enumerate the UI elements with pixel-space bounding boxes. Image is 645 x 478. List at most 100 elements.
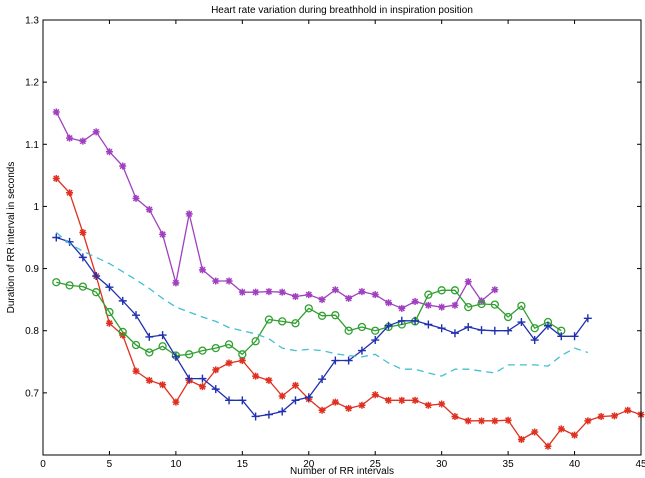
data-point — [503, 312, 513, 322]
x-tick-label: 40 — [569, 459, 581, 470]
data-point — [238, 396, 247, 405]
data-point — [238, 350, 247, 359]
data-point — [252, 372, 260, 380]
data-point — [478, 417, 486, 425]
x-tick-label: 20 — [303, 459, 315, 470]
series-line — [55, 111, 496, 309]
data-point — [92, 288, 101, 297]
x-tick-label: 15 — [237, 459, 249, 470]
series-5 — [55, 232, 589, 377]
data-point — [118, 296, 127, 305]
data-point — [105, 283, 114, 292]
data-point — [557, 332, 566, 341]
data-point — [371, 336, 380, 345]
data-point — [464, 322, 473, 331]
data-point — [490, 300, 499, 309]
data-point — [132, 367, 140, 375]
series-3 — [52, 278, 566, 360]
data-point — [424, 290, 433, 299]
data-point — [345, 294, 353, 302]
x-tick-label: 45 — [635, 459, 645, 470]
data-point — [278, 317, 287, 326]
data-point — [318, 296, 326, 304]
data-point — [225, 396, 234, 405]
data-point — [225, 359, 233, 367]
data-point — [118, 327, 127, 337]
data-point — [198, 383, 206, 391]
data-point — [78, 282, 88, 291]
data-point — [437, 324, 446, 333]
data-point — [504, 326, 513, 335]
data-point — [92, 128, 100, 136]
data-point — [132, 311, 141, 320]
data-point — [450, 329, 459, 338]
data-point — [331, 286, 339, 294]
data-point — [451, 412, 459, 420]
data-point — [411, 316, 420, 325]
data-point — [544, 442, 552, 450]
data-point — [172, 398, 180, 406]
data-point — [132, 194, 140, 202]
data-point — [171, 352, 180, 361]
data-point — [318, 406, 326, 414]
data-point — [517, 435, 525, 443]
data-point — [318, 375, 327, 384]
series-line — [55, 232, 589, 377]
data-point — [583, 314, 592, 323]
data-point — [105, 319, 113, 327]
data-point — [357, 322, 367, 332]
data-point — [238, 357, 246, 365]
data-point — [438, 303, 446, 311]
x-tick-label: 5 — [107, 459, 113, 470]
data-point — [438, 400, 446, 408]
data-point — [119, 162, 127, 170]
y-tick-label: 0.8 — [25, 326, 39, 337]
x-tick-label: 10 — [170, 459, 182, 470]
data-point — [198, 266, 206, 274]
data-point — [464, 417, 472, 425]
data-point — [172, 279, 180, 287]
data-point — [185, 350, 194, 359]
series-layer — [52, 108, 645, 450]
data-point — [530, 324, 539, 333]
data-point — [344, 326, 353, 335]
series-line — [56, 281, 562, 357]
data-point — [344, 356, 353, 365]
data-point — [105, 307, 114, 317]
data-point — [531, 428, 539, 436]
data-point — [331, 398, 339, 406]
data-point — [145, 206, 153, 214]
data-point — [211, 385, 220, 394]
data-point — [252, 288, 260, 296]
data-point — [371, 391, 379, 399]
data-point — [424, 301, 432, 309]
data-point — [79, 229, 87, 237]
data-point — [424, 401, 432, 409]
data-point — [385, 299, 393, 307]
data-point — [571, 431, 579, 439]
data-point — [79, 137, 87, 145]
data-point — [530, 336, 539, 345]
data-point — [225, 277, 233, 285]
data-point — [557, 425, 565, 433]
data-point — [145, 376, 153, 384]
data-point — [371, 326, 380, 335]
data-point — [291, 381, 299, 389]
data-point — [371, 291, 379, 299]
data-point — [451, 301, 459, 309]
plot-frame — [42, 19, 642, 456]
x-axis-label: Number of RR intervals — [290, 466, 394, 477]
data-point — [264, 410, 273, 419]
y-tick-label: 0.7 — [25, 388, 39, 399]
data-point — [291, 319, 300, 328]
data-point — [105, 148, 113, 156]
data-point — [52, 278, 61, 287]
x-tick-label: 35 — [503, 459, 515, 470]
data-point — [304, 304, 313, 313]
data-point — [159, 230, 167, 238]
data-point — [52, 108, 60, 116]
y-tick-label: 1.2 — [25, 78, 39, 89]
data-point — [437, 286, 446, 295]
data-point — [78, 253, 87, 262]
